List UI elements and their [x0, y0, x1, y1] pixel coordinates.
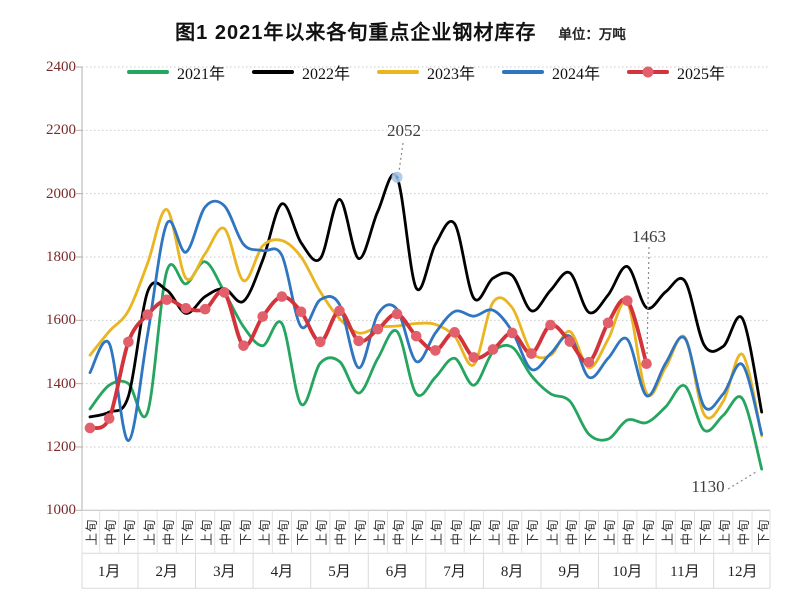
series-marker-2025年 [334, 305, 345, 317]
legend-label: 2025年 [677, 66, 726, 83]
series-marker-2025年 [564, 336, 576, 347]
chart-title: 图1 2021年以来各旬重点企业钢材库存 [175, 22, 537, 44]
annotation-leader [398, 142, 404, 172]
month-label: 3月 [213, 564, 236, 581]
series-marker-2025年 [430, 345, 441, 356]
series-marker-2025年 [314, 336, 326, 348]
series-marker-2025年 [449, 327, 460, 338]
legend-swatch-2021年 [126, 70, 169, 74]
legend-item-2022年: 2022年 [251, 60, 350, 84]
legend-swatch-2023年 [376, 70, 419, 74]
y-tick-label: 1000 [46, 502, 76, 519]
series-marker-2025年 [161, 294, 173, 306]
series-line-2021年 [88, 260, 764, 471]
y-tick-label: 2400 [46, 59, 76, 75]
y-tick-label: 1200 [46, 438, 76, 455]
y-tick-label: 1600 [46, 312, 76, 329]
series-marker-2025年 [545, 319, 556, 331]
legend-item-2021年: 2021年 [126, 60, 225, 84]
month-label: 6月 [385, 564, 409, 581]
legend-item-2024年: 2024年 [502, 60, 600, 84]
series-marker-2025年 [410, 330, 422, 342]
series-line-2025年 [88, 289, 649, 430]
legend-item-2025年: 2025年 [627, 60, 725, 84]
annotation-leader [727, 471, 757, 490]
series-marker-2025年 [180, 302, 192, 314]
legend-label: 2024年 [552, 66, 601, 83]
legend-swatch-2022年 [251, 70, 294, 74]
series-line-2024年 [88, 199, 764, 443]
month-label: 11月 [670, 564, 700, 581]
peak-highlight-dot [395, 175, 399, 179]
series-marker-2025年 [84, 422, 96, 434]
month-label: 9月 [558, 564, 581, 581]
series-marker-2025年 [238, 340, 249, 351]
series-marker-2025年 [353, 335, 364, 347]
series-marker-2025年 [622, 295, 633, 306]
series-marker-2025年 [219, 287, 230, 298]
y-tick-label: 2200 [46, 122, 76, 139]
y-tick-label: 2000 [46, 185, 76, 202]
month-label: 7月 [443, 564, 466, 581]
series-marker-2025年 [468, 352, 480, 363]
annotation-2025-last: 1463 [632, 227, 666, 246]
series-marker-2025年 [583, 356, 595, 368]
legend-label: 2021年 [176, 66, 225, 83]
legend-label: 2023年 [426, 66, 475, 83]
title-row: 图1 2021年以来各旬重点企业钢材库存 单位：万吨 [0, 16, 801, 45]
y-tick-label: 1800 [46, 248, 76, 265]
legend-label: 2022年 [301, 66, 350, 83]
series-marker-2025年 [391, 308, 403, 320]
series-marker-2025年 [276, 291, 288, 302]
series-line-2022年 [88, 173, 764, 419]
legend: 2021年 2022年 2023年 2024年 2025年 [82, 60, 770, 84]
legend-marker-icon [642, 66, 654, 78]
series-marker-2025年 [142, 309, 153, 320]
unit-label: 单位：万吨 [558, 27, 626, 42]
month-label: 8月 [500, 564, 524, 581]
month-label: 5月 [328, 564, 351, 581]
series-marker-2025年 [487, 344, 499, 355]
series-marker-2025年 [641, 358, 652, 370]
month-label: 1月 [97, 564, 121, 581]
series-marker-2025年 [372, 323, 384, 335]
annotation-2021-last: 1130 [691, 477, 725, 496]
month-label: 12月 [727, 564, 758, 581]
sub-period-label: 下旬 [756, 518, 771, 546]
annotation-leader [646, 246, 650, 358]
series-marker-2025年 [295, 306, 307, 318]
legend-swatch-2025年 [627, 66, 670, 78]
month-label: 2月 [155, 564, 178, 581]
series-marker-2025年 [123, 336, 134, 348]
series-marker-2025年 [103, 413, 115, 424]
legend-item-2023年: 2023年 [376, 60, 475, 84]
month-label: 10月 [612, 564, 643, 581]
series-marker-2025年 [199, 303, 211, 315]
series-marker-2025年 [506, 327, 518, 339]
series-marker-2025年 [526, 348, 537, 359]
y-tick-label: 1400 [46, 375, 76, 392]
series-marker-2025年 [602, 317, 614, 329]
series-marker-2025年 [257, 311, 269, 322]
annotation-2022-peak: 2052 [387, 121, 421, 140]
legend-swatch-2024年 [502, 70, 544, 74]
month-label: 4月 [270, 564, 294, 581]
